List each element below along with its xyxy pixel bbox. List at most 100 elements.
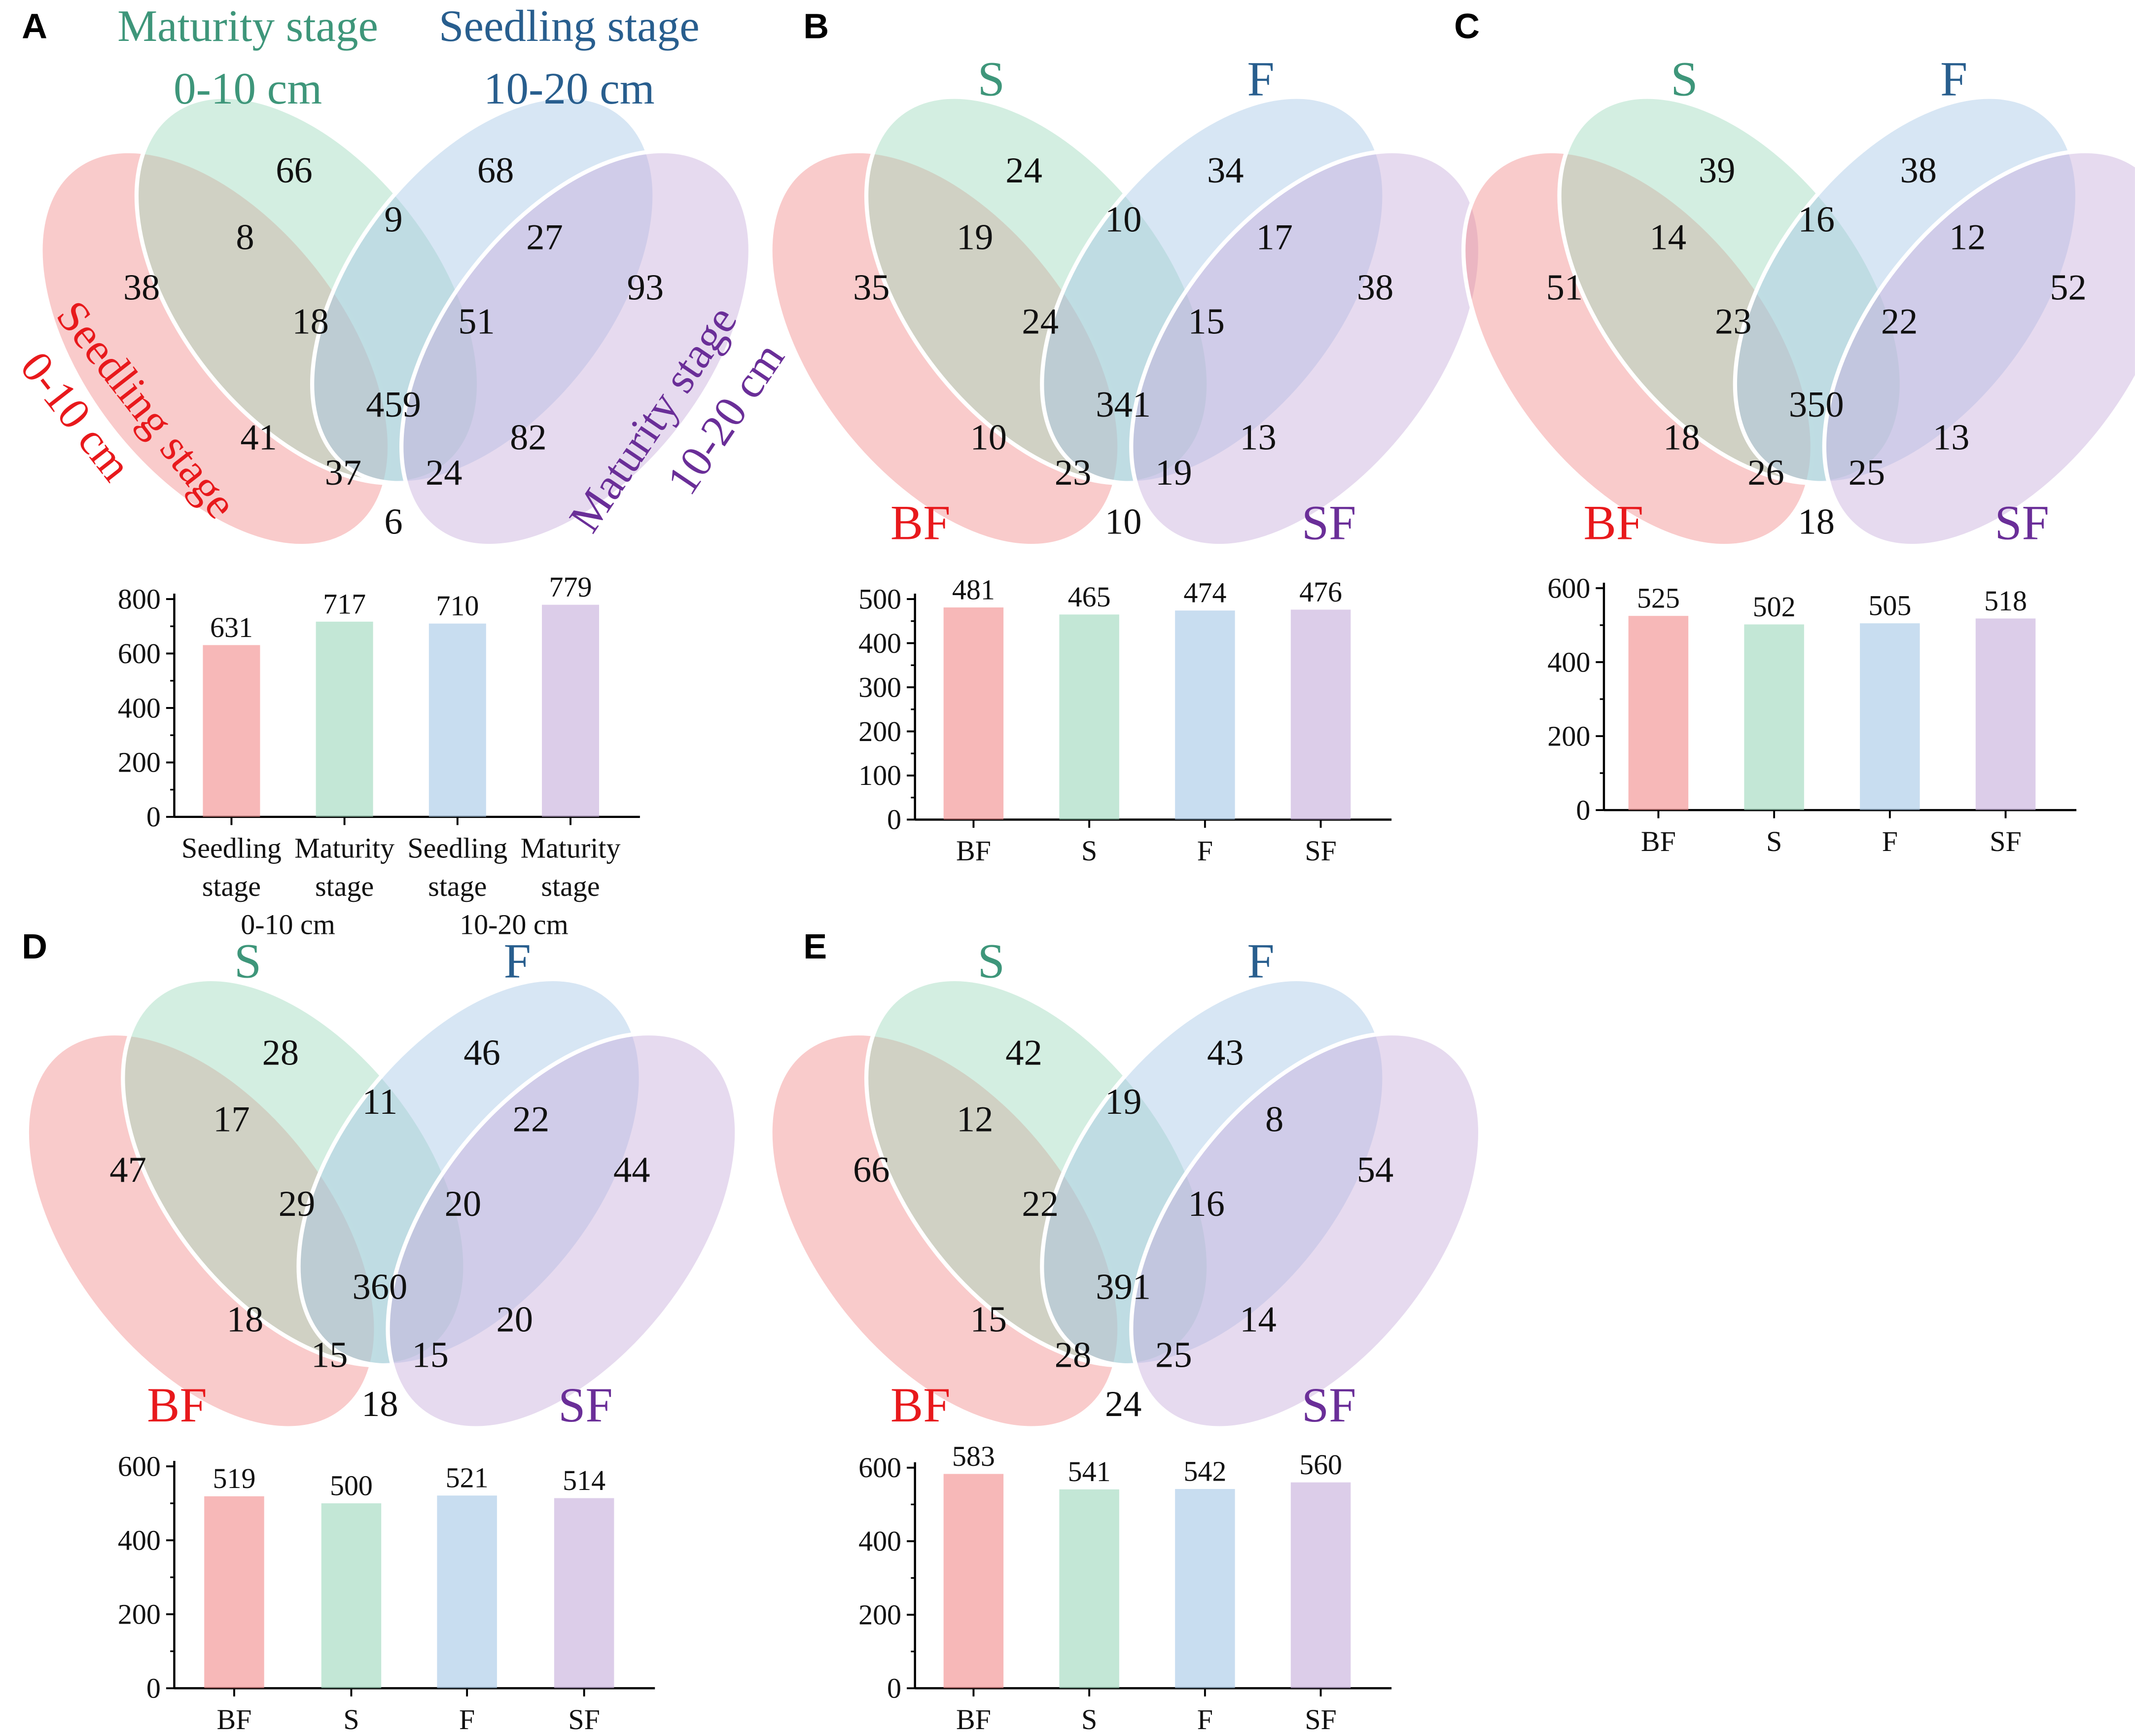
venn-region-c: 46 <box>463 1032 500 1073</box>
x-tick-label: Maturity <box>521 832 621 864</box>
venn-region-ad: 18 <box>1798 501 1835 542</box>
venn-region-bcd: 51 <box>458 302 495 342</box>
venn-region-abd: 15 <box>412 1335 449 1375</box>
y-tick-label: 200 <box>1547 720 1590 752</box>
x-tick-label: S <box>1081 835 1097 867</box>
bar-2 <box>1059 1489 1119 1689</box>
venn-region-abcd: 391 <box>1096 1267 1151 1307</box>
panel-label: E <box>803 927 827 966</box>
venn-set-right <box>1822 149 2135 548</box>
y-tick-label: 600 <box>1547 572 1590 604</box>
venn-set-left <box>768 149 1122 548</box>
set-label-right: SF <box>558 1378 613 1432</box>
venn-region-bc: 9 <box>384 199 402 240</box>
venn-region-cd: 27 <box>526 217 563 257</box>
bar-4 <box>1290 1482 1351 1689</box>
x-tick-label: Seedling <box>407 832 507 864</box>
venn-region-bd: 14 <box>1240 1300 1277 1340</box>
venn-region-ac: 18 <box>227 1300 264 1340</box>
x-group-label: 10-20 cm <box>460 908 569 940</box>
set-label-right: SF <box>1994 496 2049 550</box>
venn-region-abcd: 360 <box>353 1267 408 1307</box>
venn-region-acd: 28 <box>1055 1335 1092 1375</box>
venn-region-ab: 12 <box>957 1099 994 1140</box>
bar-4 <box>542 604 600 817</box>
x-tick-label: stage <box>428 870 487 902</box>
x-tick-label: stage <box>541 870 600 902</box>
x-tick-label: F <box>459 1703 475 1736</box>
set-label-right: SF <box>1302 496 1356 550</box>
venn-region-ac: 10 <box>970 417 1007 458</box>
set-label-third: F <box>504 934 531 989</box>
venn-region-c: 34 <box>1207 150 1244 191</box>
y-tick-label: 0 <box>146 1672 161 1704</box>
venn-region-a: 51 <box>1546 268 1583 308</box>
bar-2 <box>1744 624 1804 811</box>
venn-set-third <box>1733 95 2080 486</box>
venn-region-cd: 22 <box>513 1099 550 1140</box>
set-label-second: S <box>978 51 1005 106</box>
y-tick-label: 400 <box>118 692 161 724</box>
x-tick-label: BF <box>1641 825 1676 857</box>
venn-set-third <box>1040 95 1387 486</box>
bar-value-label: 560 <box>1299 1449 1342 1481</box>
x-tick-label: BF <box>956 1703 991 1736</box>
venn-region-d: 54 <box>1357 1150 1394 1190</box>
x-tick-label: Maturity <box>294 832 394 864</box>
x-tick-label: S <box>1766 825 1782 857</box>
venn-region-abcd: 350 <box>1789 385 1844 425</box>
venn-set-left <box>1461 149 1815 548</box>
venn-region-d: 38 <box>1357 268 1394 308</box>
x-tick-label: SF <box>568 1703 600 1736</box>
venn-region-bcd: 16 <box>1188 1184 1225 1224</box>
bar-4 <box>1975 618 2036 811</box>
venn-set-right <box>399 149 753 548</box>
venn-region-abc: 24 <box>1022 302 1059 342</box>
venn-region-a: 47 <box>109 1150 146 1190</box>
venn-set-left <box>768 1031 1122 1430</box>
bar-value-label: 474 <box>1183 577 1226 609</box>
y-tick-label: 300 <box>858 671 901 703</box>
panel-label: A <box>22 6 47 46</box>
venn-region-b: 39 <box>1699 150 1736 191</box>
y-tick-label: 400 <box>858 627 901 659</box>
venn-region-cd: 8 <box>1265 1099 1283 1140</box>
venn-region-b: 24 <box>1005 150 1042 191</box>
venn-region-abc: 18 <box>292 302 329 342</box>
venn-region-ac: 15 <box>970 1300 1007 1340</box>
venn-region-d: 93 <box>627 268 664 308</box>
venn-set-right <box>386 1031 739 1430</box>
venn-region-abd: 25 <box>1155 1335 1192 1375</box>
x-tick-label: F <box>1197 1703 1213 1736</box>
set-label-second: S <box>1671 51 1698 106</box>
bar-chart: 0 200 400 600 583 BF 541 S 542 F 560 SF <box>858 1440 1392 1736</box>
y-tick-label: 600 <box>858 1452 901 1484</box>
venn-set-right <box>1129 1031 1483 1430</box>
x-tick-label: stage <box>315 870 374 902</box>
venn-region-c: 38 <box>1900 150 1937 191</box>
venn-region-acd: 15 <box>311 1335 348 1375</box>
x-tick-label: BF <box>217 1703 252 1736</box>
y-tick-label: 200 <box>118 746 161 779</box>
y-tick-label: 200 <box>118 1598 161 1630</box>
bar-value-label: 779 <box>549 571 592 603</box>
y-tick-label: 100 <box>858 759 901 791</box>
venn-region-abd: 19 <box>1155 453 1192 493</box>
venn-region-bc: 16 <box>1798 199 1835 240</box>
venn-region-ac: 41 <box>240 417 277 458</box>
set-label-second: S <box>978 934 1005 989</box>
venn-region-bc: 11 <box>362 1082 398 1122</box>
bar-3 <box>1175 610 1235 820</box>
venn-region-acd: 37 <box>325 453 362 493</box>
venn-region-c: 43 <box>1207 1032 1244 1073</box>
set-label-left: BF <box>147 1378 207 1432</box>
bar-3 <box>428 623 486 817</box>
bar-1 <box>943 1474 1004 1689</box>
